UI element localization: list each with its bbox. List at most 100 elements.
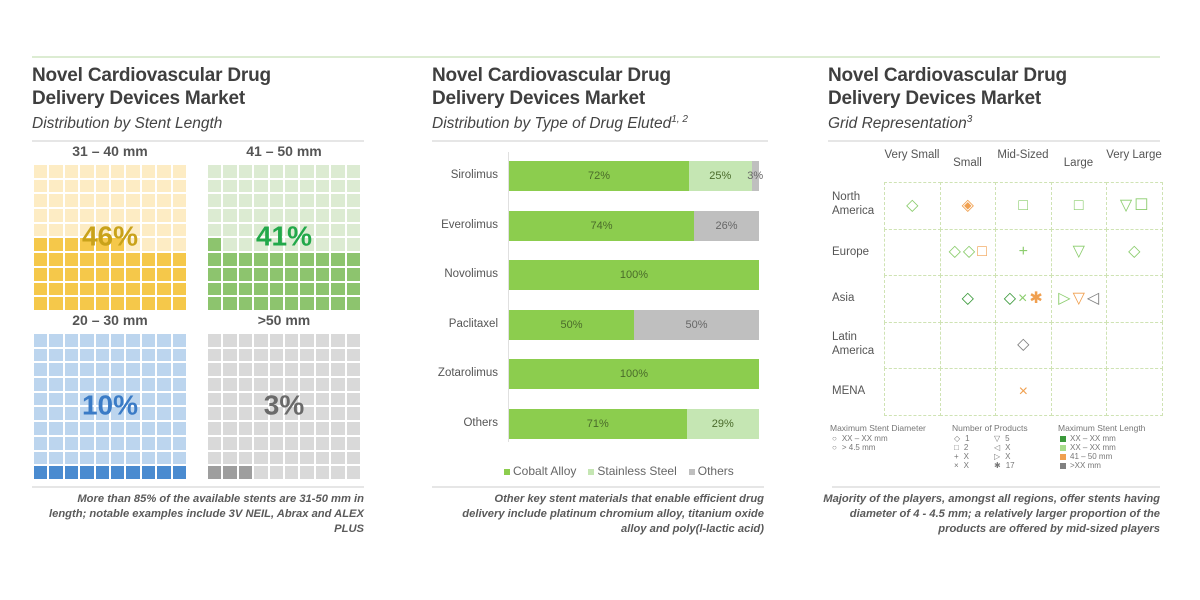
waffle-cell-empty [300, 223, 314, 237]
waffle-grid: 10% [34, 334, 186, 479]
waffle-cell-empty [49, 348, 63, 362]
waffle-cell-empty [346, 179, 360, 193]
waffle-cell-empty [80, 179, 94, 193]
waffle-percent-label: 10% [81, 388, 139, 420]
waffle-cell-empty [172, 238, 186, 252]
waffle-cell-empty [331, 238, 345, 252]
waffle-cell-empty [157, 209, 171, 222]
grid-cell: ◇ [884, 182, 941, 230]
waffle-cell-empty [126, 334, 140, 347]
waffle-cell-filled [269, 297, 283, 310]
grid-legend-title: Maximum Stent Diameter [830, 423, 926, 433]
waffle-cell-empty [284, 422, 299, 435]
waffle-cell-filled [223, 282, 237, 296]
waffle-category-label: 20 – 30 mm [72, 312, 148, 328]
waffle-cell-empty [223, 179, 237, 193]
waffle-cell-empty [284, 436, 299, 450]
footnote-text: Majority of the players, amongst all reg… [823, 493, 1160, 535]
waffle-cell-empty [157, 194, 171, 208]
waffle-cell-empty [269, 378, 283, 391]
waffle-cell-filled [346, 282, 360, 296]
waffle-cell-filled [34, 238, 48, 252]
waffle-cell-empty [315, 466, 330, 479]
waffle-cell-empty [64, 348, 79, 362]
waffle-cell-filled [208, 253, 222, 266]
waffle-cell-empty [346, 378, 360, 391]
waffle-cell-filled [80, 466, 94, 479]
waffle-cell-empty [238, 334, 253, 347]
waffle-cell-empty [346, 363, 360, 377]
waffle-cell-empty [346, 422, 360, 435]
waffle-cell-empty [157, 348, 171, 362]
waffle-cell-empty [284, 334, 299, 347]
bar-axis [508, 152, 509, 442]
waffle-cell-empty [238, 378, 253, 391]
waffle-cell-empty [331, 407, 345, 421]
waffle-cell-empty [331, 194, 345, 208]
waffle-cell-empty [208, 363, 222, 377]
legend-label: Cobalt Alloy [513, 464, 577, 478]
waffle-cell-empty [172, 407, 186, 421]
waffle-cell-empty [238, 348, 253, 362]
waffle-cell-empty [141, 392, 156, 406]
waffle-cell-empty [172, 223, 186, 237]
waffle-cell-empty [331, 363, 345, 377]
legend-marker-icon: ◁ [994, 443, 1001, 452]
footnote-panel-1: More than 85% of the available stents ar… [32, 486, 364, 537]
waffle-cell-empty [269, 334, 283, 347]
divider [828, 140, 1160, 143]
waffle-cell-filled [80, 253, 94, 266]
subtitle-sup: 1, 2 [671, 114, 688, 125]
waffle-grid: 41% [208, 165, 360, 310]
bar-category-label: Sirolimus [450, 169, 498, 181]
waffle-cell-empty [34, 392, 48, 406]
waffle-cell-empty [346, 238, 360, 252]
waffle-cell-empty [34, 165, 48, 178]
grid-marker: ◇ [906, 196, 919, 214]
waffle-cell-empty [223, 209, 237, 222]
grid-legend-group: Number of Products ◇ 1 □ 2 + X × X ▽ 5 ◁ X ▷ X ✱ 17 [952, 424, 1034, 471]
grid-legend-label: XX – XX mm [841, 434, 888, 443]
waffle-cell-empty [208, 223, 222, 237]
waffle-cell-empty [95, 407, 109, 421]
waffle-cell-empty [331, 436, 345, 450]
waffle-cell-empty [331, 165, 345, 178]
waffle-cell-empty [269, 407, 283, 421]
grid-marker: ✱ [1029, 289, 1043, 307]
grid-marker: ◇ [1003, 289, 1017, 307]
waffle-cell-empty [172, 422, 186, 435]
waffle-cell-filled [95, 253, 109, 266]
bar-value-label: 100% [619, 269, 649, 281]
waffle-cell-empty [315, 378, 330, 391]
bar-category-label: Novolimus [444, 268, 498, 280]
waffle-cell-filled [284, 253, 299, 266]
grid-marker: ◇ [961, 289, 974, 307]
waffle-cell-empty [208, 422, 222, 435]
title-line-2: Delivery Devices Market [432, 88, 645, 109]
waffle-cell-empty [346, 348, 360, 362]
waffle-cell-empty [331, 209, 345, 222]
bar-category-label: Everolimus [441, 218, 498, 231]
waffle-cell-filled [141, 282, 156, 296]
waffle-cell-empty [80, 334, 94, 347]
waffle-cell-empty [331, 179, 345, 193]
waffle-cell-filled [315, 282, 330, 296]
waffle-cells [34, 165, 186, 310]
waffle-cell-empty [331, 466, 345, 479]
title-line-2: Delivery Devices Market [828, 88, 1041, 109]
waffle-cell-empty [284, 179, 299, 193]
waffle-cell-empty [346, 194, 360, 208]
waffle-cell-empty [300, 363, 314, 377]
waffle-cell-empty [126, 407, 140, 421]
waffle-cell-empty [141, 348, 156, 362]
grid-cell [1050, 368, 1107, 416]
waffle-cell-empty [315, 179, 330, 193]
waffle-cell-filled [300, 282, 314, 296]
waffle-cell-filled [223, 253, 237, 266]
waffle-cell-empty [34, 436, 48, 450]
waffle-cell-empty [34, 209, 48, 222]
waffle-cell-filled [172, 466, 186, 479]
waffle-cell-empty [172, 348, 186, 362]
waffle-cell-empty [254, 194, 268, 208]
waffle-cell-empty [315, 436, 330, 450]
